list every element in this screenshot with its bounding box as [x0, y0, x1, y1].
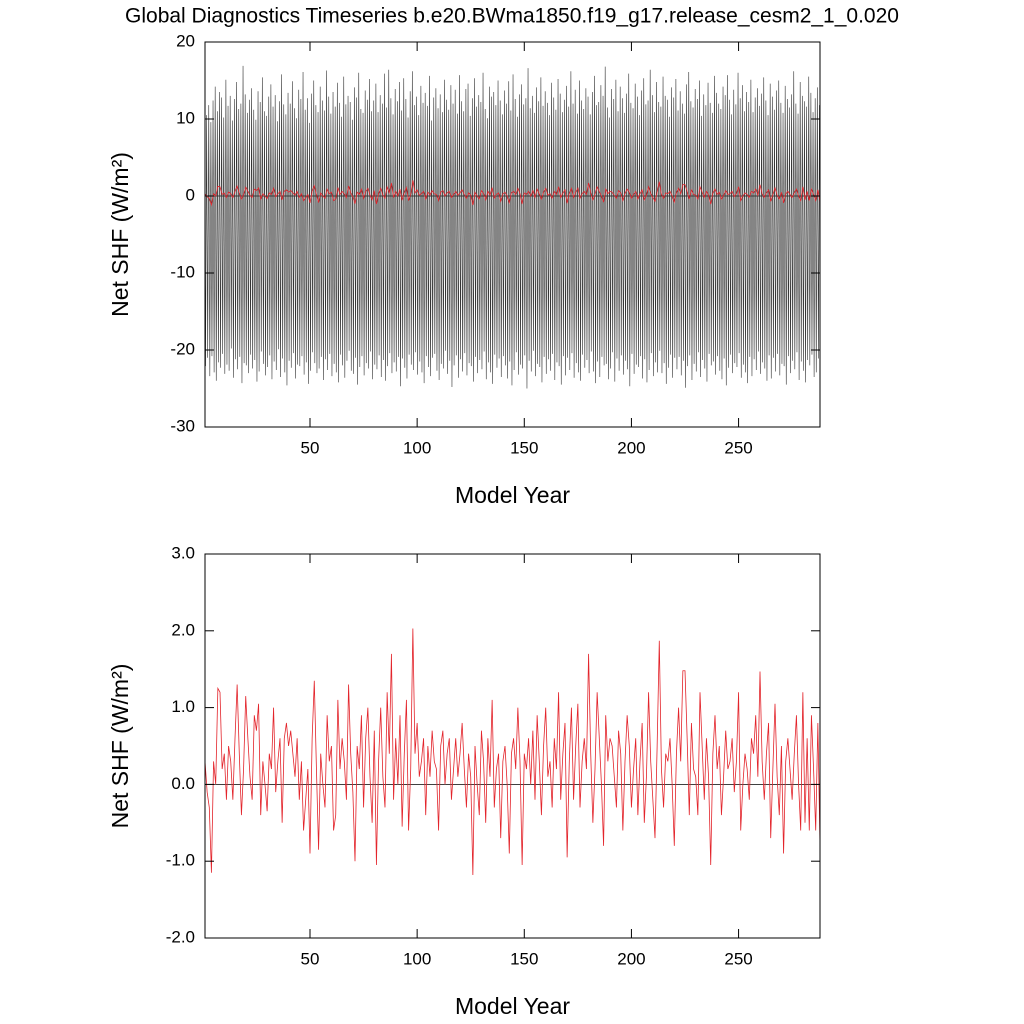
series-line — [205, 628, 820, 876]
x-tick-label: 200 — [617, 949, 645, 968]
y-tick-label: 10 — [176, 108, 195, 127]
y-tick-label: 0 — [186, 185, 195, 204]
x-tick-label: 150 — [510, 949, 538, 968]
y-tick-label: -1.0 — [166, 851, 195, 870]
panel: Net SHF (W/m²) Model Year -2.0 -1.0 0.0 1.0 2.… — [107, 543, 821, 1019]
plot-frame — [204, 41, 821, 428]
y-axis-label: Net SHF (W/m²) — [107, 152, 133, 317]
x-tick-label: 250 — [724, 438, 752, 457]
chart-title: Global Diagnostics Timeseries b.e20.BWma… — [125, 5, 899, 28]
y-axis-label: Net SHF (W/m²) — [107, 664, 133, 829]
x-axis-label: Model Year — [455, 482, 570, 508]
x-tick-label: 150 — [510, 438, 538, 457]
plot-frame — [204, 553, 821, 939]
y-tick-label: 3.0 — [171, 543, 195, 562]
series-line — [205, 65, 820, 389]
panel: Global Diagnostics Timeseries b.e20.BWma… — [107, 5, 899, 509]
x-tick-label: 50 — [301, 949, 320, 968]
x-tick-label: 100 — [403, 438, 431, 457]
y-tick-label: 2.0 — [171, 620, 195, 639]
y-tick-label: 20 — [176, 31, 195, 50]
y-tick-label: 0.0 — [171, 774, 195, 793]
plot-area — [205, 65, 820, 389]
x-tick-label: 50 — [301, 438, 320, 457]
y-tick-label: -10 — [170, 262, 195, 281]
x-tick-label: 250 — [724, 949, 752, 968]
plot-area — [205, 628, 820, 876]
y-tick-label: -20 — [170, 339, 195, 358]
x-axis-label: Model Year — [455, 993, 570, 1019]
y-tick-label: -30 — [170, 416, 195, 435]
y-tick-label: 1.0 — [171, 697, 195, 716]
x-tick-label: 200 — [617, 438, 645, 457]
y-tick-label: -2.0 — [166, 927, 195, 946]
series-line — [205, 180, 820, 207]
x-tick-label: 100 — [403, 949, 431, 968]
